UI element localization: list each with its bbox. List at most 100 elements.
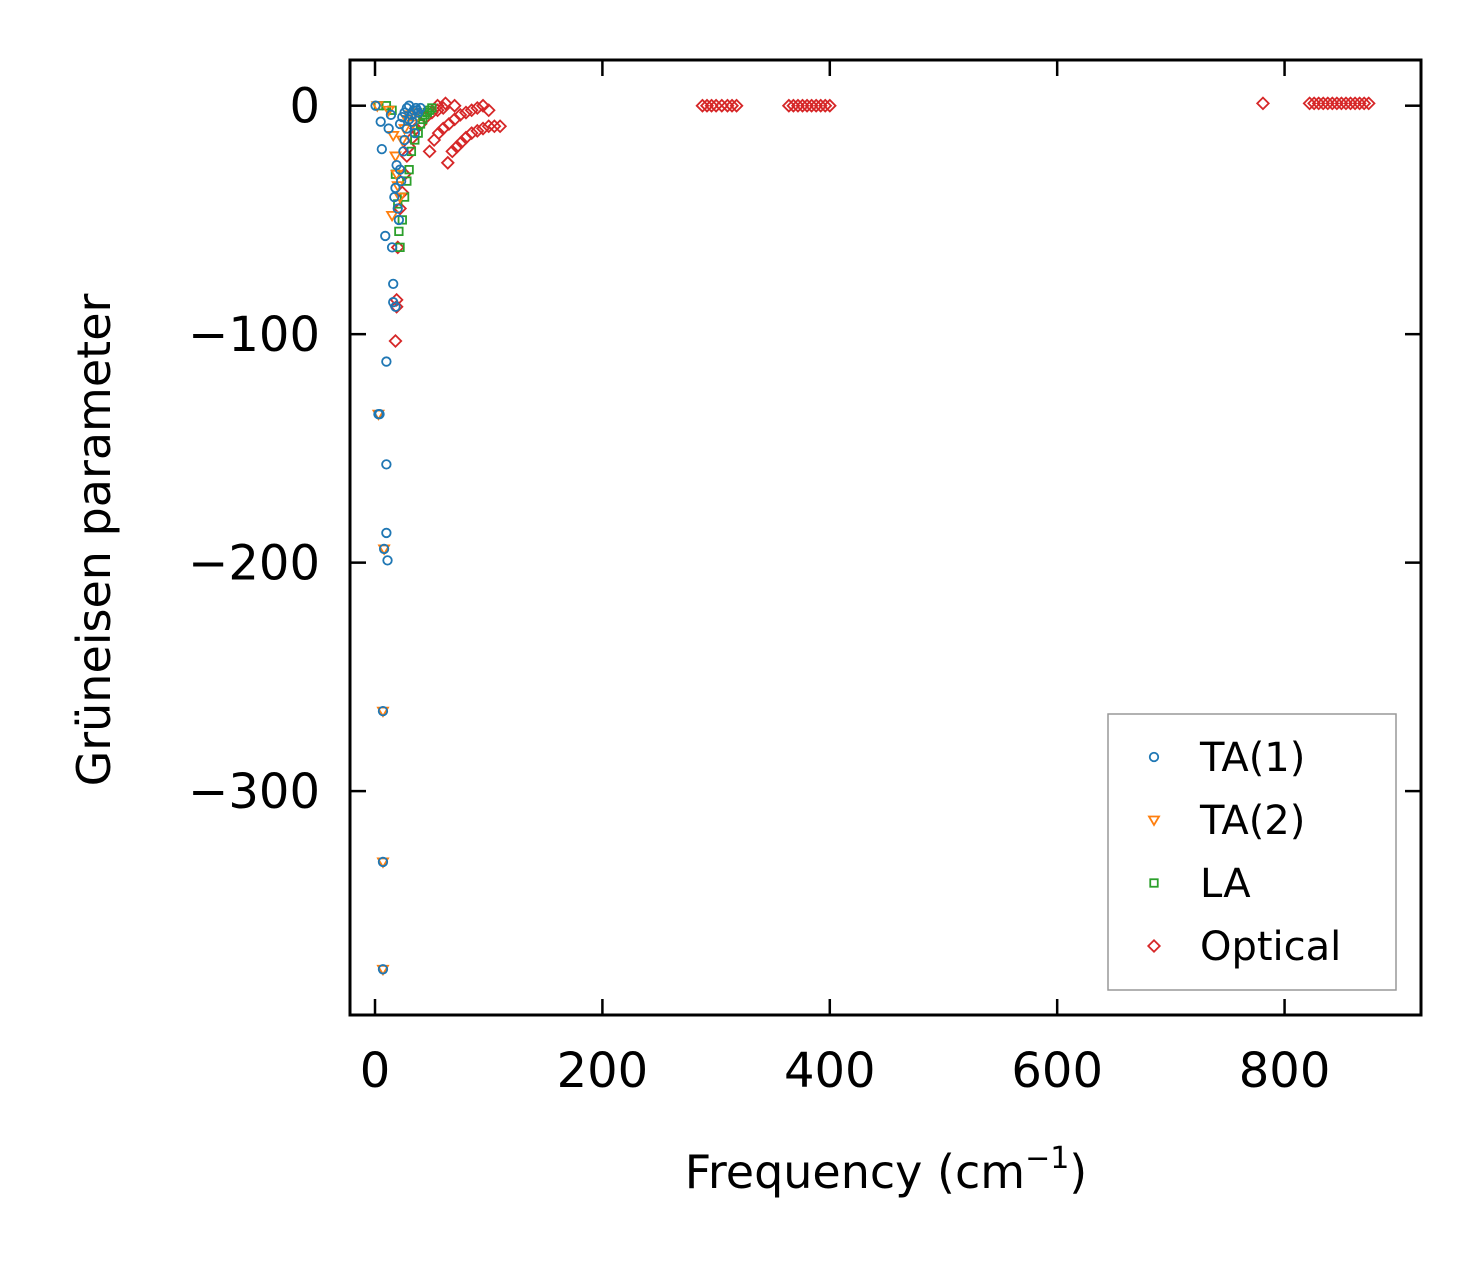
- y-tick-label: −100: [188, 307, 320, 363]
- point-diamond: [1361, 96, 1376, 111]
- point-diamond: [445, 144, 460, 159]
- legend-label: Optical: [1200, 924, 1341, 970]
- x-tick-label: 800: [1239, 1043, 1331, 1099]
- point-diamond: [464, 103, 479, 118]
- point-diamond: [1255, 96, 1270, 111]
- point-circle: [403, 100, 415, 111]
- point-diamond: [436, 100, 451, 116]
- point-circle: [382, 555, 393, 566]
- point-circle: [401, 123, 412, 134]
- point-circle: [381, 356, 392, 367]
- point-diamond: [481, 103, 496, 118]
- point-diamond: [804, 98, 819, 113]
- point-diamond: [795, 98, 810, 113]
- point-circle: [374, 408, 385, 420]
- point-diamond: [1307, 96, 1322, 111]
- point-circle: [411, 105, 423, 116]
- point-circle: [381, 459, 392, 470]
- point-triangle-down: [386, 130, 400, 143]
- point-circle: [380, 230, 391, 242]
- point-diamond: [475, 121, 491, 136]
- point-diamond: [720, 98, 735, 113]
- point-circle: [377, 964, 389, 975]
- point-circle: [401, 102, 412, 114]
- point-diamond: [458, 105, 473, 120]
- point-diamond: [487, 119, 502, 134]
- point-diamond: [454, 135, 469, 150]
- point-circle: [399, 134, 410, 146]
- point-circle: [394, 118, 406, 130]
- point-circle: [370, 100, 381, 111]
- point-diamond: [440, 155, 455, 170]
- point-diamond: [709, 98, 724, 113]
- y-tick-label: −200: [188, 536, 320, 592]
- point-circle: [386, 242, 398, 253]
- point-diamond: [729, 98, 744, 113]
- point-diamond: [393, 201, 408, 216]
- point-diamond: [1325, 96, 1340, 111]
- point-circle: [376, 143, 387, 155]
- point-diamond: [1357, 96, 1372, 111]
- point-diamond: [422, 144, 437, 159]
- point-diamond: [481, 119, 496, 134]
- legend-marker-triangle-down: [1147, 815, 1161, 827]
- point-circle: [388, 278, 399, 290]
- point-diamond: [1334, 96, 1349, 111]
- point-diamond: [813, 98, 828, 113]
- point-diamond: [470, 123, 485, 138]
- point-diamond: [1348, 96, 1363, 111]
- point-diamond: [389, 299, 404, 314]
- y-tick-label: −300: [188, 764, 320, 820]
- point-diamond: [695, 98, 710, 113]
- point-circle: [375, 116, 386, 127]
- point-diamond: [781, 98, 796, 113]
- point-diamond: [1302, 96, 1317, 111]
- point-circle: [378, 543, 390, 555]
- point-square: [424, 105, 435, 115]
- point-diamond: [822, 98, 837, 113]
- y-axis-title: Grüneisen parameter: [67, 293, 121, 786]
- point-diamond: [390, 240, 405, 255]
- point-diamond: [800, 98, 815, 113]
- legend-marker-diamond: [1146, 938, 1162, 954]
- point-circle: [385, 109, 397, 120]
- point-diamond: [1343, 96, 1358, 111]
- x-tick-label: 0: [360, 1043, 391, 1099]
- point-circle: [409, 127, 420, 139]
- point-circle: [377, 705, 389, 717]
- point-diamond: [714, 98, 729, 113]
- point-diamond: [453, 107, 468, 122]
- point-diamond: [699, 98, 715, 113]
- plot-frame: [348, 58, 1423, 1017]
- point-triangle-down: [385, 210, 399, 223]
- point-circle: [377, 856, 389, 868]
- point-circle: [381, 527, 392, 539]
- point-circle: [393, 214, 405, 226]
- point-diamond: [809, 98, 824, 113]
- point-circle: [394, 164, 406, 175]
- point-diamond: [1311, 96, 1326, 111]
- y-tick-label: 0: [289, 79, 320, 135]
- x-tick-label: 200: [557, 1043, 649, 1099]
- point-diamond: [388, 333, 403, 349]
- point-diamond: [464, 126, 479, 141]
- data-points: [370, 96, 1376, 977]
- point-circle: [407, 116, 418, 127]
- point-diamond: [790, 98, 805, 113]
- point-square: [404, 165, 414, 175]
- point-diamond: [449, 139, 464, 154]
- point-square: [394, 226, 404, 237]
- x-axis-title: Frequency (cm−1): [685, 1141, 1088, 1199]
- point-diamond: [786, 98, 801, 113]
- point-diamond: [1338, 96, 1353, 111]
- point-diamond: [1320, 96, 1335, 111]
- x-tick-label: 600: [1011, 1043, 1103, 1099]
- point-diamond: [1316, 96, 1331, 111]
- x-tick-label: 400: [784, 1043, 876, 1099]
- point-triangle-down: [388, 151, 403, 163]
- series-TA(1): [370, 100, 426, 975]
- point-circle: [396, 175, 407, 187]
- point-diamond: [1329, 96, 1344, 111]
